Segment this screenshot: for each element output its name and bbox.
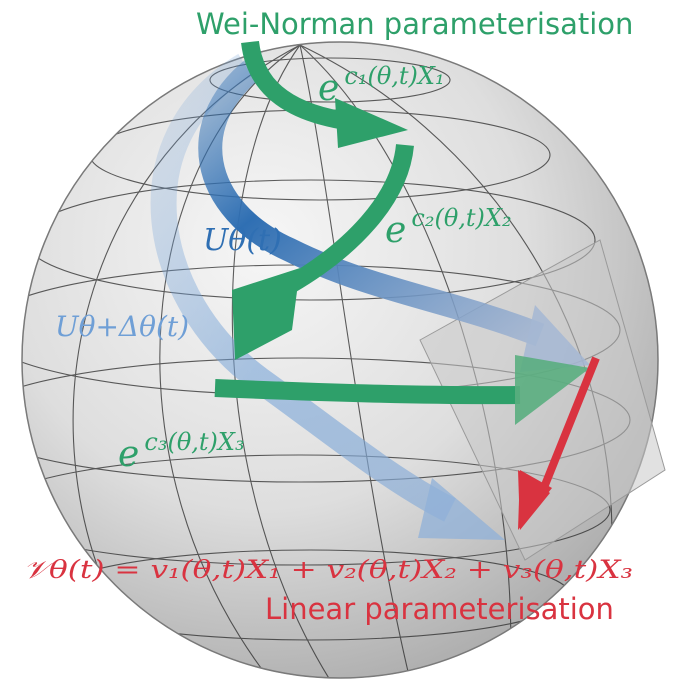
u-theta-arrowhead [520, 305, 590, 372]
exp2-sup: c₂(θ,t)X₂ [411, 204, 511, 232]
exp1-base: e [318, 68, 339, 109]
exp1-sup: c₁(θ,t)X₁ [344, 62, 444, 90]
u-theta-label: Uθ(t) [203, 223, 282, 258]
linear-title: Linear parameterisation [265, 592, 614, 626]
v-theta-equation: 𝒱θ(t) = v₁(θ,t)X₁ + v₂(θ,t)X₂ + v₃(θ,t)X… [23, 555, 633, 584]
exp2-base: e [385, 210, 406, 251]
sphere [21, 41, 659, 679]
u-theta-delta-path [150, 53, 505, 540]
wei-norman-arrow-2 [232, 143, 414, 360]
linear-arrow [518, 356, 600, 530]
wei-norman-arrow-3 [214, 355, 590, 425]
wei-norman-arrowhead-1 [335, 98, 408, 148]
longitude-line [231, 44, 331, 678]
exp3-label: e c₃(θ,t)X₃ [118, 428, 245, 475]
wei-norman-title: Wei-Norman parameterisation [196, 7, 633, 41]
u-theta-path [198, 52, 590, 372]
u-theta-delta-arrowhead [418, 478, 505, 540]
exp3-sup: c₃(θ,t)X₃ [144, 428, 244, 456]
u-theta-delta-label: Uθ+Δθ(t) [55, 310, 189, 343]
latitude-line [22, 454, 611, 566]
exp2-label: e c₂(θ,t)X₂ [385, 204, 512, 251]
exp1-label: e c₁(θ,t)X₁ [318, 62, 445, 109]
longitude-line [159, 44, 301, 678]
wei-norman-arrow-1 [241, 40, 408, 148]
wei-norman-arrowhead-2 [232, 268, 300, 360]
sphere-outline [21, 41, 659, 679]
wei-norman-arrowhead-3 [515, 355, 590, 425]
exp3-base: e [118, 434, 139, 475]
